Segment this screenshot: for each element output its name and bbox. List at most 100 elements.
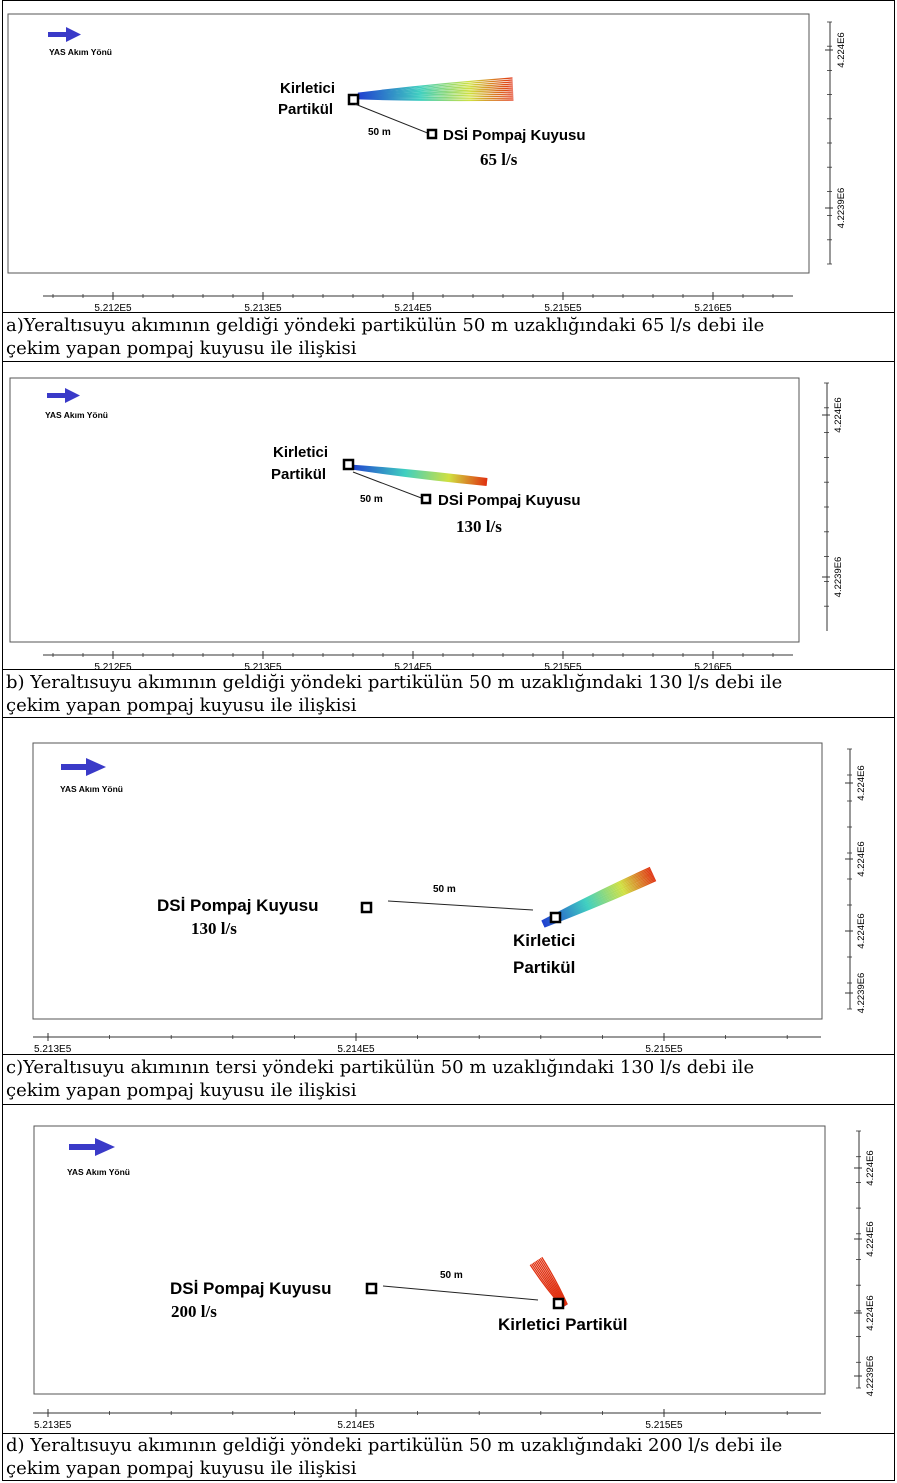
pathline: [539, 1257, 568, 1306]
caption-a-line1: a)Yeraltısuyu akımının geldiği yöndeki p…: [6, 315, 765, 336]
distance-line: [354, 103, 431, 135]
y-tick-label: 4.224E6: [833, 397, 844, 432]
particle-marker: [342, 458, 355, 471]
divider: [2, 361, 895, 362]
y-tick-label: 4.2239E6: [833, 557, 844, 598]
well-rate: 200 l/s: [171, 1302, 217, 1321]
well-label: DSİ Pompaj Kuyusu: [170, 1279, 332, 1298]
flow-direction-label: YAS Akım Yönü: [49, 47, 112, 57]
divider: [2, 717, 895, 718]
model-boundary: [7, 13, 810, 274]
particle-label-line2: Partikül: [278, 101, 333, 118]
x-tick-label: 5.212E5: [94, 303, 132, 312]
particle-label-line2: Partikül: [513, 958, 575, 977]
x-tick-label: 5.215E5: [544, 662, 582, 669]
well-label: DSİ Pompaj Kuyusu: [438, 492, 581, 509]
pathline: [357, 87, 513, 97]
x-tick-label: 5.216E5: [694, 662, 732, 669]
x-axis: 5.212E5 5.213E5 5.214E5 5.215E5 5.216E5: [43, 651, 793, 669]
pathline: [357, 85, 513, 96]
panel-d-map: YAS Akım Yönü Kirletici Partikül 50 m DS…: [33, 1125, 876, 1431]
distance-label: 50 m: [440, 1270, 463, 1281]
y-tick-label: 4.224E6: [865, 1221, 876, 1256]
x-tick-label: 5.214E5: [394, 662, 432, 669]
particle-label-line1: Kirletici: [273, 444, 328, 461]
distance-label: 50 m: [368, 127, 391, 138]
y-tick-label: 4.2239E6: [836, 188, 847, 229]
x-tick-label: 5.212E5: [94, 662, 132, 669]
x-tick-label: 5.214E5: [394, 303, 432, 312]
model-boundary: [9, 377, 800, 643]
flow-arrow-icon: [69, 1138, 115, 1156]
y-axis: 4.224E6 4.224E6 4.224E6 4.2239E6: [854, 1130, 876, 1397]
pathline: [357, 83, 513, 96]
y-tick-label: 4.2239E6: [856, 973, 867, 1014]
well-marker: [420, 493, 432, 505]
caption-c-line1: c)Yeraltısuyu akımının tersi yöndeki par…: [6, 1057, 755, 1078]
caption-a-line2: çekim yapan pompaj kuyusu ile ilişkisi: [6, 338, 357, 359]
particle-label-line1: Kirletici: [513, 931, 575, 950]
distance-line: [352, 471, 425, 500]
well-marker: [426, 128, 438, 140]
divider: [2, 1104, 895, 1105]
x-tick-label: 5.215E5: [645, 1044, 683, 1054]
distance-label: 50 m: [433, 884, 456, 895]
panel-b: YAS Akım Yönü Kirletici Partikül 50 m DS…: [3, 363, 894, 669]
pathline: [541, 1256, 568, 1305]
caption-b: b) Yeraltısuyu akımının geldiği yöndeki …: [6, 671, 890, 717]
particle-label-line2: Partikül: [271, 466, 326, 483]
y-axis: 4.224E6 4.2239E6: [825, 21, 847, 265]
flow-arrow-icon: [48, 27, 81, 42]
particle-label-line1: Kirletici: [280, 80, 335, 97]
caption-c: c)Yeraltısuyu akımının tersi yöndeki par…: [6, 1056, 890, 1102]
flow-direction-label: YAS Akım Yönü: [45, 410, 108, 420]
pathline: [358, 93, 514, 98]
x-tick-label: 5.215E5: [544, 303, 582, 312]
distance-label: 50 m: [360, 494, 383, 505]
flow-direction-label: YAS Akım Yönü: [67, 1167, 130, 1177]
panel-d: YAS Akım Yönü Kirletici Partikül 50 m DS…: [3, 1106, 894, 1433]
pathline: [350, 466, 487, 484]
divider: [2, 312, 895, 313]
y-tick-label: 4.224E6: [856, 841, 867, 876]
distance-line: [382, 1285, 539, 1301]
x-tick-label: 5.213E5: [244, 662, 282, 669]
well-label: DSİ Pompaj Kuyusu: [157, 896, 319, 915]
pathline: [358, 97, 514, 100]
y-tick-label: 4.224E6: [865, 1150, 876, 1185]
y-axis: 4.224E6 4.2239E6: [822, 382, 844, 631]
flow-arrow-icon: [47, 388, 80, 403]
x-axis: 5.213E5 5.214E5 5.215E5: [33, 1409, 821, 1431]
x-tick-label: 5.214E5: [337, 1420, 375, 1431]
well-rate: 65 l/s: [480, 150, 518, 169]
particle-marker: [347, 93, 360, 106]
caption-c-line2: çekim yapan pompaj kuyusu ile ilişkisi: [6, 1080, 357, 1101]
flow-arrow-icon: [61, 758, 106, 776]
panel-c: YAS Akım Yönü Kirletici Partikül 50 m DS…: [3, 719, 894, 1054]
pathline: [358, 95, 514, 99]
caption-b-line1: b) Yeraltısuyu akımının geldiği yöndeki …: [6, 672, 783, 693]
flow-direction-label: YAS Akım Yönü: [60, 784, 123, 794]
x-tick-label: 5.216E5: [694, 303, 732, 312]
y-tick-label: 4.2239E6: [865, 1356, 876, 1397]
caption-d-line2: çekim yapan pompaj kuyusu ile ilişkisi: [6, 1458, 357, 1479]
y-tick-label: 4.224E6: [865, 1295, 876, 1330]
x-axis: 5.212E5 5.213E5 5.214E5 5.215E5 5.216E5: [43, 292, 793, 312]
well-marker: [365, 1282, 378, 1295]
pathline: [357, 79, 513, 95]
model-boundary: [33, 1125, 826, 1395]
y-tick-label: 4.224E6: [856, 765, 867, 800]
pathlines: [357, 77, 514, 102]
distance-line: [387, 900, 534, 911]
pathline: [358, 98, 514, 102]
pathline: [357, 77, 513, 94]
well-marker: [360, 901, 373, 914]
caption-d: d) Yeraltısuyu akımının geldiği yöndeki …: [6, 1434, 890, 1480]
pathlines: [350, 464, 488, 486]
particle-label: Kirletici Partikül: [498, 1315, 627, 1334]
x-axis: 5.213E5 5.214E5 5.215E5: [33, 1033, 821, 1054]
x-tick-label: 5.214E5: [337, 1044, 375, 1054]
pathline: [358, 91, 514, 98]
caption-a: a)Yeraltısuyu akımının geldiği yöndeki p…: [6, 314, 890, 360]
